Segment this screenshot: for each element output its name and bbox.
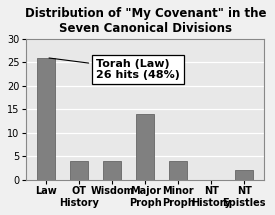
Bar [169, 161, 187, 180]
Bar [70, 161, 88, 180]
Text: Torah (Law)
26 hits (48%): Torah (Law) 26 hits (48%) [49, 58, 180, 80]
Bar [136, 114, 154, 180]
Bar [37, 58, 55, 180]
Bar [235, 170, 253, 180]
Title: Distribution of "My Covenant" in the
Seven Canonical Divisions: Distribution of "My Covenant" in the Sev… [24, 7, 266, 35]
Bar [103, 161, 121, 180]
